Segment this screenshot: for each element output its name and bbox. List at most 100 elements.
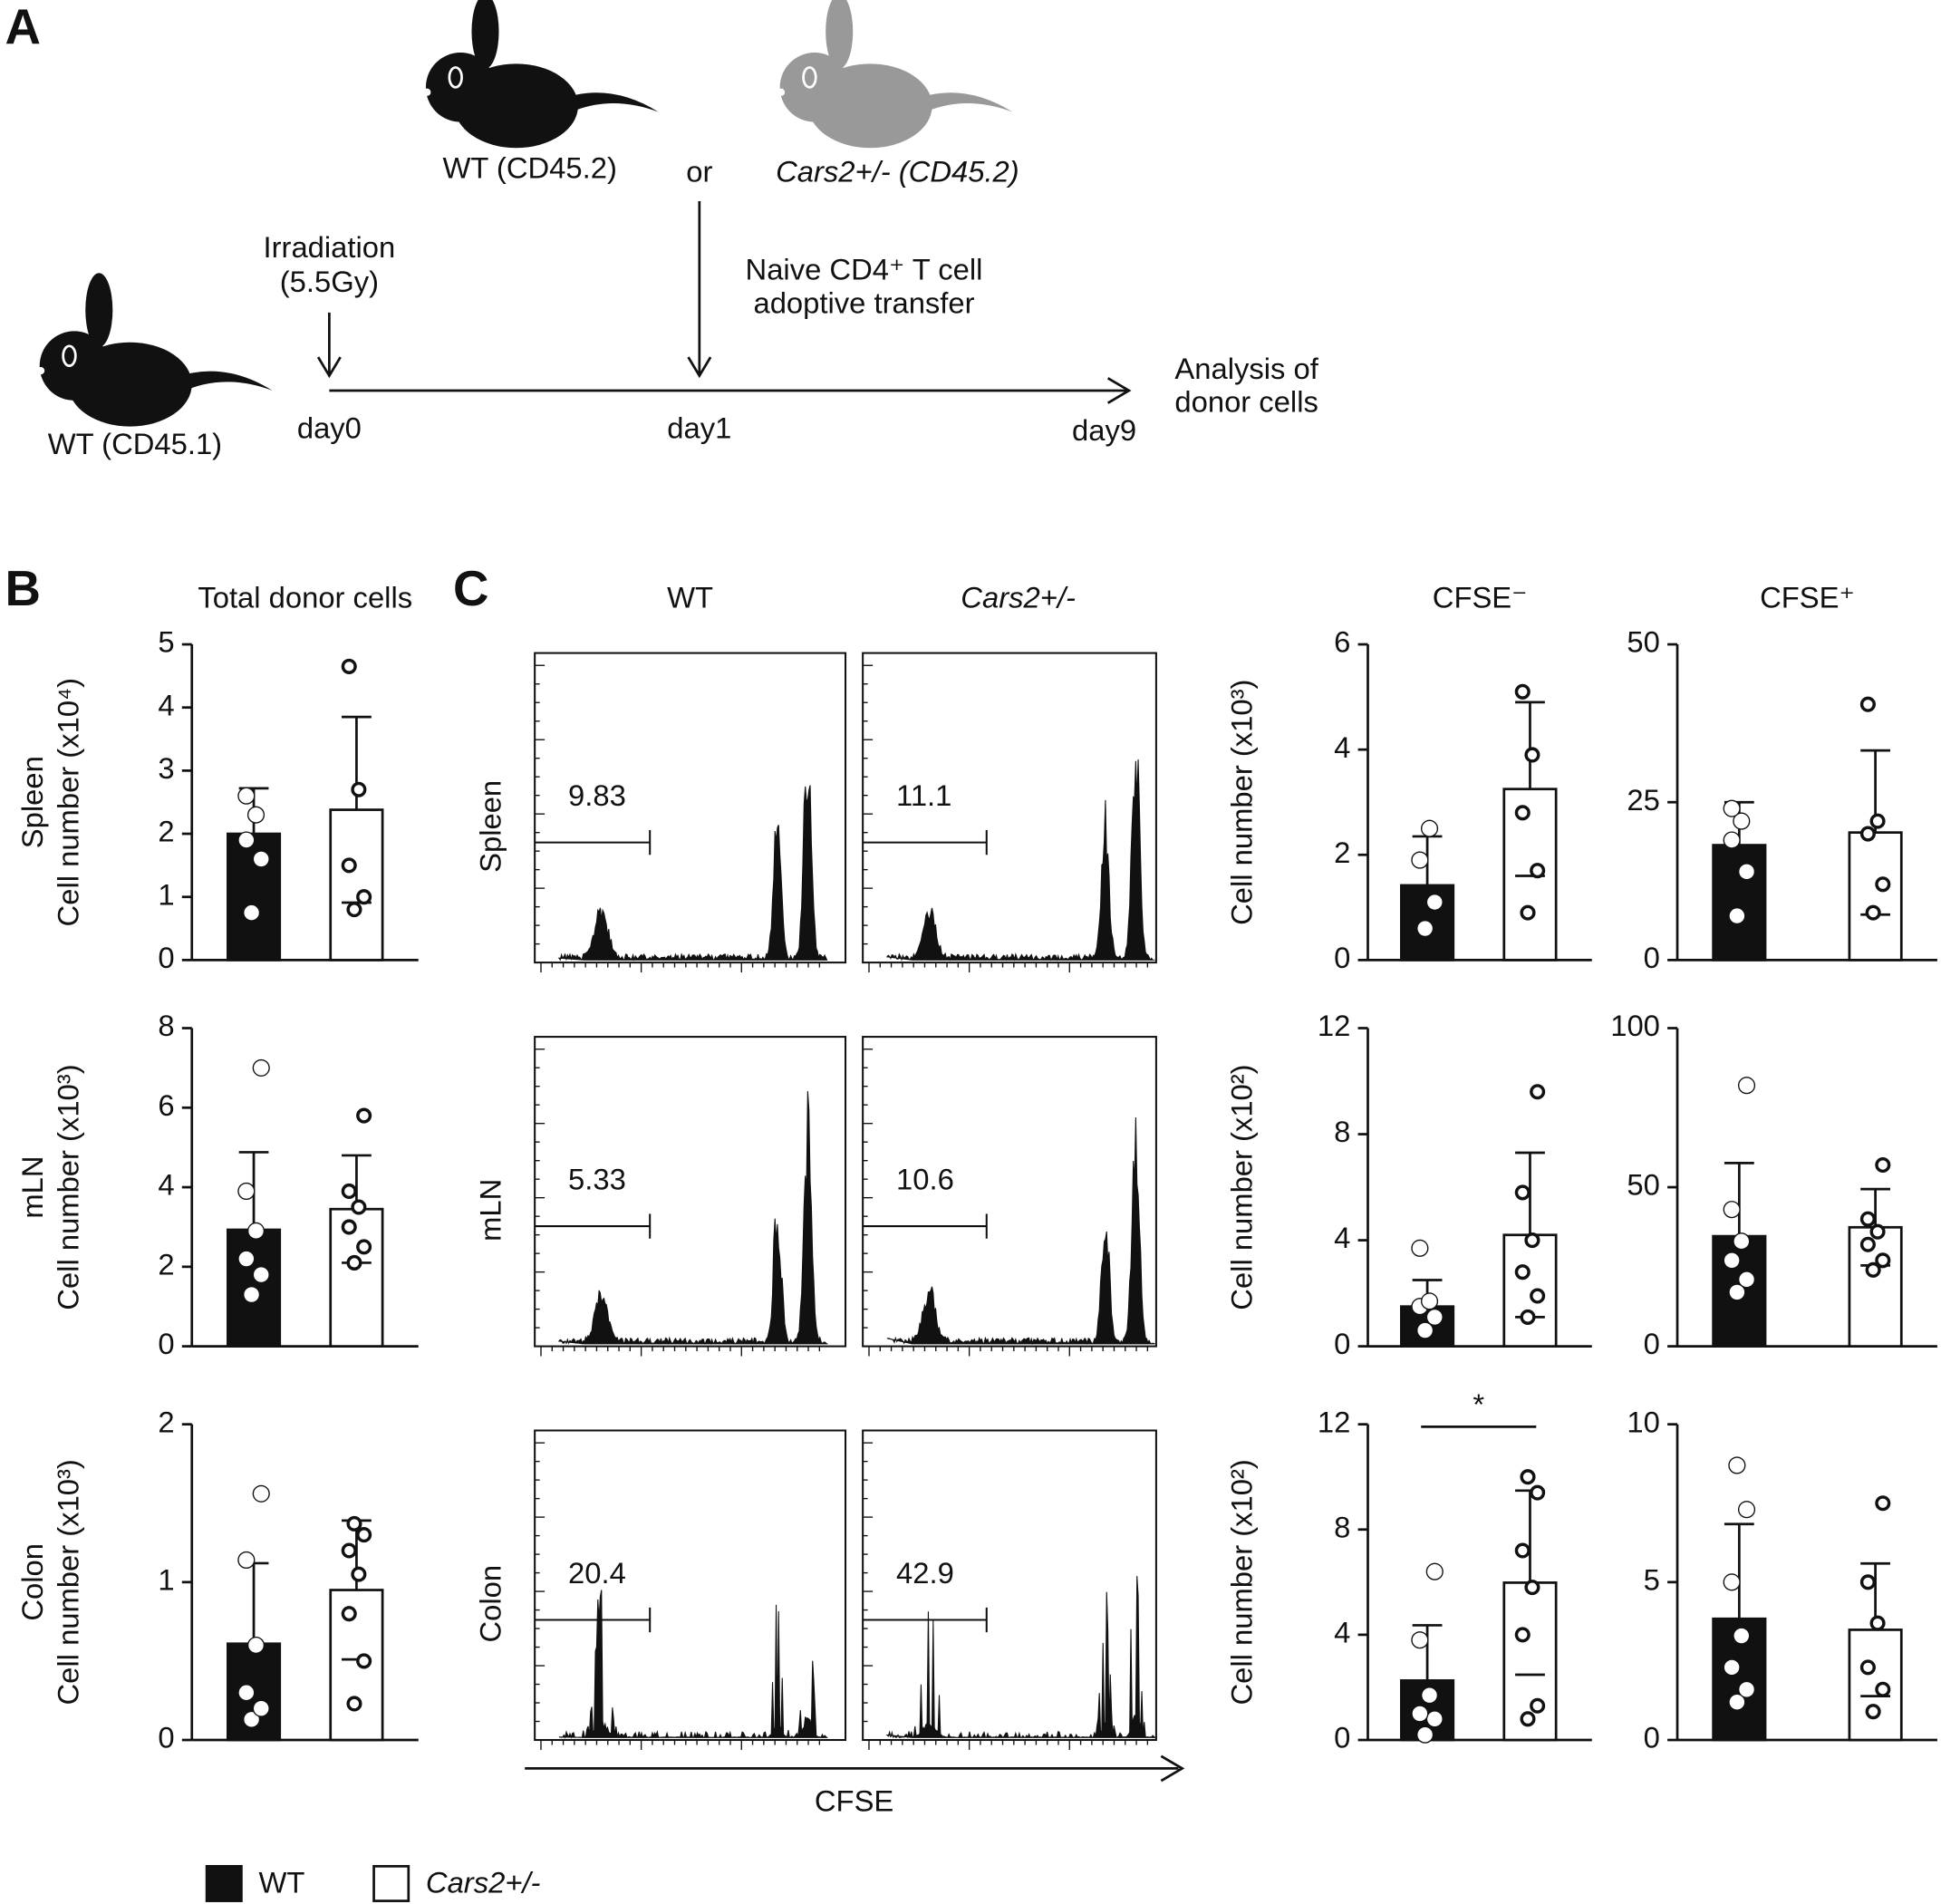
data-point — [356, 1653, 372, 1669]
data-point-outline — [1728, 1283, 1746, 1301]
flow-histogram — [885, 1576, 1156, 1739]
data-point — [1530, 863, 1546, 879]
flow-histogram — [557, 1091, 829, 1346]
flow-frame — [534, 1429, 847, 1742]
mouse-head — [39, 331, 110, 401]
data-point — [253, 1485, 269, 1502]
data-point-outline — [1420, 819, 1439, 837]
y-tick-label: 4 — [1334, 730, 1350, 764]
flow-frame — [862, 1036, 1157, 1348]
data-point — [1412, 1632, 1428, 1648]
data-point — [1869, 1223, 1886, 1240]
data-point — [253, 1700, 269, 1716]
y-tick-label: 4 — [1334, 1221, 1350, 1254]
analysis-label: donor cells — [1174, 385, 1318, 419]
data-point — [1422, 820, 1438, 836]
data-point — [341, 658, 357, 674]
bar — [226, 832, 282, 962]
bar — [1502, 788, 1558, 962]
y-tick-label: 0 — [1644, 941, 1660, 974]
y-axis-label: Cell number (x10⁴) — [52, 678, 85, 926]
data-point — [1738, 1078, 1755, 1094]
data-point-outline — [246, 1636, 266, 1655]
data-point — [1865, 1261, 1881, 1278]
data-point — [1530, 1288, 1546, 1304]
data-point-outline — [1416, 1321, 1434, 1339]
data-point — [1859, 1659, 1876, 1676]
data-point — [238, 788, 255, 804]
data-point — [238, 1251, 255, 1267]
flow-axis — [525, 1754, 1185, 1783]
data-point-outline — [1411, 851, 1429, 869]
data-point — [1859, 1574, 1876, 1590]
data-point — [1875, 1495, 1891, 1512]
bar — [1848, 1629, 1903, 1742]
data-point — [1869, 813, 1886, 829]
mouse-eye — [62, 344, 77, 368]
data-point — [1729, 1457, 1745, 1474]
data-point-outline — [246, 1222, 266, 1240]
flow-xlabel: CFSE — [815, 1783, 893, 1817]
mouse-head — [779, 53, 850, 122]
data-point-outline — [1425, 893, 1444, 912]
flow-gate-label: 42.9 — [896, 1556, 954, 1590]
data-point — [1875, 1156, 1891, 1174]
flow-histogram — [885, 759, 1155, 962]
data-point — [351, 781, 367, 797]
y-tick-label: 0 — [1644, 1721, 1660, 1754]
data-point-outline — [1411, 1631, 1429, 1649]
legend-swatch — [372, 1864, 410, 1902]
data-point — [1724, 1574, 1740, 1590]
data-point-outline — [252, 1699, 270, 1717]
data-point-outline — [1723, 1201, 1741, 1219]
data-point — [247, 1223, 265, 1239]
data-point — [1738, 1271, 1755, 1288]
y-tick-label: 1 — [158, 877, 174, 911]
transfer-label: Naive CD4⁺ T cell — [746, 253, 983, 286]
data-point-outline — [1737, 1271, 1756, 1289]
data-point-outline — [1733, 1232, 1751, 1251]
data-point — [1426, 894, 1443, 911]
flow-frame — [862, 1429, 1157, 1742]
data-point-outline — [237, 831, 256, 849]
irradiation-label: Irradiation — [264, 230, 396, 264]
y-tick-label: 10 — [1627, 1405, 1659, 1438]
data-point-outline — [1737, 1680, 1756, 1698]
mouse-tail — [559, 92, 659, 115]
data-point-outline — [1737, 1501, 1756, 1519]
flow-gate-label: 9.83 — [568, 778, 626, 812]
y-tick-label: 0 — [1334, 1327, 1350, 1360]
mouse-icon — [777, 0, 1013, 149]
flow-row-label: Spleen — [473, 780, 507, 873]
y-tick-label: 0 — [1334, 941, 1350, 974]
y-axis-label: Cell number (x10²) — [1225, 1064, 1259, 1310]
data-point — [1524, 1580, 1540, 1596]
y-tick-label: 0 — [1334, 1721, 1350, 1754]
analysis-label: Analysis of — [1174, 352, 1318, 385]
donor-label: Cars2+/- (CD45.2) — [776, 155, 1019, 188]
recipient-label: WT (CD45.1) — [48, 427, 222, 460]
y-tick-label: 4 — [1334, 1616, 1350, 1649]
y-tick-label: 50 — [1627, 1168, 1659, 1202]
data-point-outline — [1723, 1658, 1741, 1677]
data-point — [1733, 1628, 1750, 1644]
data-point — [1426, 1711, 1443, 1727]
mouse-tail — [173, 371, 273, 393]
data-point — [356, 1239, 372, 1255]
data-point — [1514, 1264, 1531, 1281]
panel-label: B — [5, 561, 40, 616]
data-point-outline — [1416, 919, 1434, 938]
data-point — [1875, 876, 1891, 893]
y-tick-label: 2 — [1334, 836, 1350, 869]
data-point-outline — [237, 1250, 256, 1268]
flow-histogram — [558, 1590, 828, 1739]
flow-frame — [534, 652, 847, 964]
data-point — [247, 1637, 265, 1654]
data-point — [244, 904, 260, 921]
flow-gate-label: 5.33 — [568, 1163, 626, 1196]
data-point — [1426, 1309, 1443, 1325]
y-axis-label: Cell number (x10³) — [1225, 680, 1259, 925]
bar — [1502, 1233, 1558, 1348]
data-point — [346, 1515, 362, 1532]
data-point — [1724, 1202, 1740, 1218]
